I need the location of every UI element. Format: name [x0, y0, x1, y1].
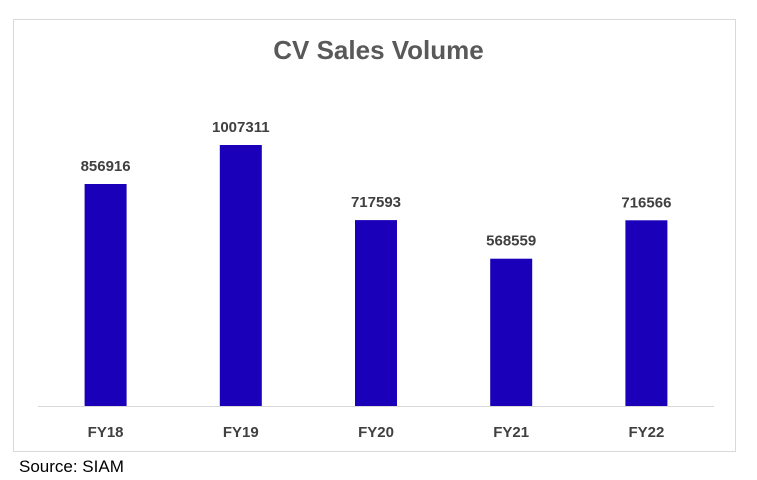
- x-tick-label-fy20: FY20: [358, 424, 394, 441]
- bar-fy20: [355, 220, 397, 406]
- x-tick-label-fy18: FY18: [88, 424, 124, 441]
- source-note: Source: SIAM: [19, 457, 124, 476]
- x-tick-label-fy19: FY19: [223, 424, 259, 441]
- data-label-fy21: 568559: [486, 233, 536, 250]
- bar-fy21: [490, 258, 533, 406]
- x-tick-label-fy21: FY21: [493, 424, 529, 441]
- bar-fy19: [219, 145, 262, 406]
- data-label-fy18: 856916: [81, 158, 131, 175]
- x-tick-label-fy22: FY22: [628, 424, 664, 441]
- data-label-fy19: 1007311: [212, 119, 270, 136]
- data-label-fy20: 717593: [351, 194, 401, 211]
- bar-fy22: [625, 220, 668, 406]
- bar-fy18: [84, 184, 127, 406]
- data-label-fy22: 716566: [621, 194, 671, 211]
- chart-title: CV Sales Volume: [273, 35, 484, 65]
